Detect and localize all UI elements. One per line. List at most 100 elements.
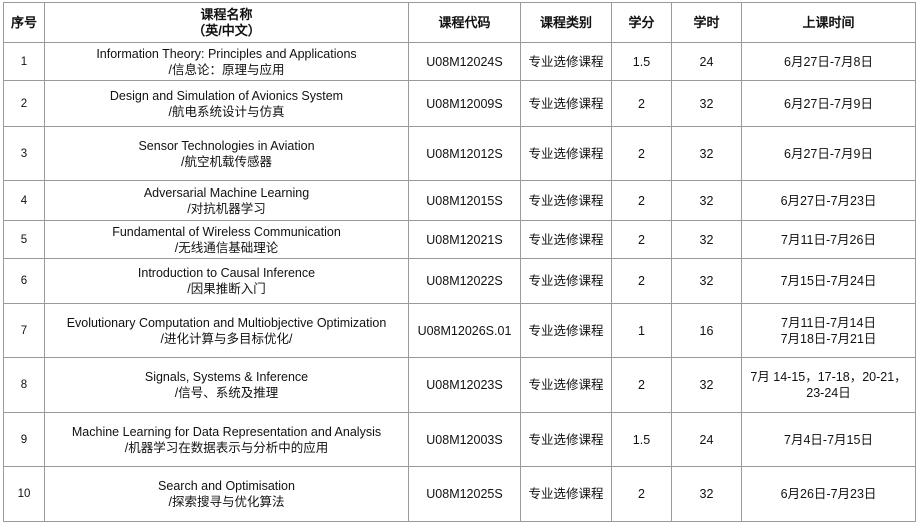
- course-name-cn: /航空机载传感器: [181, 154, 272, 169]
- course-table: 序号 课程名称 （英/中文） 课程代码 课程类别 学分 学时 上课时间 1 Inf…: [3, 2, 916, 522]
- table-row: 4 Adversarial Machine Learning/对抗机器学习 U08M…: [3, 180, 916, 221]
- hours-cell: 32: [671, 180, 742, 221]
- seq-cell: 2: [3, 80, 45, 127]
- hours-cell: 32: [671, 258, 742, 304]
- hours-cell: 24: [671, 412, 742, 467]
- schedule-line: 7月4日-7月15日: [784, 432, 873, 447]
- credits-cell: 1.5: [611, 42, 672, 81]
- course-name-en: Search and Optimisation: [158, 479, 295, 493]
- credits-cell: 2: [611, 80, 672, 127]
- hours-cell: 32: [671, 220, 742, 259]
- schedule-line: 6月26日-7月23日: [780, 487, 877, 501]
- course-name-cell: Sensor Technologies in Aviation/航空机载传感器: [44, 126, 409, 181]
- schedule-line: 7月11日-7月14日: [781, 315, 876, 330]
- course-name-cell: Machine Learning for Data Representation…: [44, 412, 409, 467]
- course-name-cell: Evolutionary Computation and Multiobject…: [44, 303, 409, 358]
- table-row: 8 Signals, Systems & Inference/信号、系统及推理 U0…: [3, 357, 916, 413]
- schedule-cell: 7月11日-7月26日: [741, 220, 916, 259]
- schedule-cell: 7月4日-7月15日: [741, 412, 916, 467]
- course-code-cell: U08M12021S: [408, 220, 521, 259]
- seq-cell: 7: [3, 303, 45, 358]
- category-cell: 专业选修课程: [520, 412, 612, 467]
- header-schedule: 上课时间: [741, 2, 916, 43]
- hours-cell: 32: [671, 466, 742, 522]
- seq-cell: 9: [3, 412, 45, 467]
- schedule-line: 6月27日-7月9日: [784, 96, 873, 111]
- table-row: 6 Introduction to Causal Inference/因果推断入门…: [3, 258, 916, 304]
- course-name-cn: /进化计算与多目标优化/: [160, 331, 293, 346]
- category-cell: 专业选修课程: [520, 220, 612, 259]
- course-name-cell: Adversarial Machine Learning/对抗机器学习: [44, 180, 409, 221]
- seq-cell: 6: [3, 258, 45, 304]
- course-name-cell: Fundamental of Wireless Communication/无线…: [44, 220, 409, 259]
- schedule-line: 23-24日: [806, 386, 851, 400]
- seq-cell: 5: [3, 220, 45, 259]
- hours-cell: 32: [671, 357, 742, 413]
- category-cell: 专业选修课程: [520, 303, 612, 358]
- schedule-cell: 6月27日-7月8日: [741, 42, 916, 81]
- course-name-en: Sensor Technologies in Aviation: [138, 138, 315, 153]
- course-name-en: Fundamental of Wireless Communication: [112, 224, 341, 239]
- table-row: 10 Search and Optimisation/探索搜寻与优化算法 U08M1…: [3, 466, 916, 522]
- table-row: 3 Sensor Technologies in Aviation/航空机载传感器…: [3, 126, 916, 181]
- credits-cell: 2: [611, 466, 672, 522]
- credits-cell: 1.5: [611, 412, 672, 467]
- course-name-cell: Information Theory: Principles and Appli…: [44, 42, 409, 81]
- hours-cell: 32: [671, 126, 742, 181]
- course-name-cn: /探索搜寻与优化算法: [168, 495, 285, 509]
- schedule-line: 7月11日-7月26日: [781, 232, 876, 247]
- schedule-line: 6月27日-7月23日: [780, 193, 877, 208]
- table-row: 1 Information Theory: Principles and Appl…: [3, 42, 916, 81]
- credits-cell: 2: [611, 258, 672, 304]
- table-row: 5 Fundamental of Wireless Communication/无…: [3, 220, 916, 259]
- course-name-cell: Signals, Systems & Inference/信号、系统及推理: [44, 357, 409, 413]
- category-cell: 专业选修课程: [520, 466, 612, 522]
- schedule-cell: 6月27日-7月9日: [741, 126, 916, 181]
- course-code-cell: U08M12026S.01: [408, 303, 521, 358]
- course-name-cn: /对抗机器学习: [187, 201, 266, 216]
- header-name-line2: （英/中文）: [192, 22, 261, 38]
- credits-cell: 2: [611, 126, 672, 181]
- category-cell: 专业选修课程: [520, 258, 612, 304]
- header-seq: 序号: [3, 2, 45, 43]
- schedule-cell: 7月11日-7月14日 7月18日-7月21日: [741, 303, 916, 358]
- credits-cell: 2: [611, 357, 672, 413]
- seq-cell: 3: [3, 126, 45, 181]
- category-cell: 专业选修课程: [520, 80, 612, 127]
- schedule-line: 6月27日-7月9日: [784, 146, 873, 161]
- header-hours: 学时: [671, 2, 742, 43]
- course-name-cell: Introduction to Causal Inference/因果推断入门: [44, 258, 409, 304]
- course-name-cn: /信息论：原理与应用: [168, 62, 285, 77]
- course-code-cell: U08M12025S: [408, 466, 521, 522]
- course-name-en: Design and Simulation of Avionics System: [109, 88, 344, 103]
- course-name-en: Machine Learning for Data Representation…: [71, 424, 382, 439]
- schedule-cell: 7月 14-15，17-18，20-21， 23-24日: [741, 357, 916, 413]
- schedule-cell: 6月26日-7月23日: [741, 466, 916, 522]
- course-code-cell: U08M12015S: [408, 180, 521, 221]
- schedule-cell: 6月27日-7月23日: [741, 180, 916, 221]
- hours-cell: 32: [671, 80, 742, 127]
- course-code-cell: U08M12024S: [408, 42, 521, 81]
- seq-cell: 1: [3, 42, 45, 81]
- course-name-en: Adversarial Machine Learning: [143, 185, 310, 200]
- header-row: 序号 课程名称 （英/中文） 课程代码 课程类别 学分 学时 上课时间: [3, 2, 916, 43]
- credits-cell: 1: [611, 303, 672, 358]
- course-name-en: Information Theory: Principles and Appli…: [96, 46, 357, 61]
- course-name-cn: /因果推断入门: [187, 282, 266, 296]
- table-row: 2 Design and Simulation of Avionics Syste…: [3, 80, 916, 127]
- course-name-en: Evolutionary Computation and Multiobject…: [66, 315, 387, 330]
- schedule-line: 7月 14-15，17-18，20-21，: [750, 370, 907, 384]
- seq-cell: 4: [3, 180, 45, 221]
- header-code: 课程代码: [408, 2, 521, 43]
- category-cell: 专业选修课程: [520, 126, 612, 181]
- schedule-cell: 6月27日-7月9日: [741, 80, 916, 127]
- schedule-line: 6月27日-7月8日: [784, 54, 873, 69]
- course-name-cn: /机器学习在数据表示与分析中的应用: [124, 440, 329, 455]
- schedule-cell: 7月15日-7月24日: [741, 258, 916, 304]
- header-credits: 学分: [611, 2, 672, 43]
- course-name-cn: /航电系统设计与仿真: [168, 104, 285, 119]
- credits-cell: 2: [611, 180, 672, 221]
- course-code-cell: U08M12003S: [408, 412, 521, 467]
- credits-cell: 2: [611, 220, 672, 259]
- schedule-line: 7月15日-7月24日: [780, 274, 877, 288]
